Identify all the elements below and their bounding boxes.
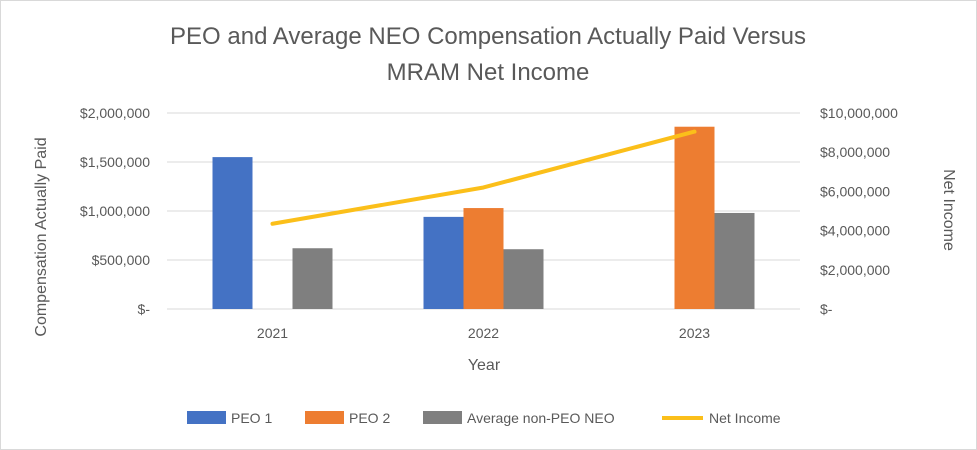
left-tick-label: $1,000,000 bbox=[80, 203, 150, 219]
bar-peo-1 bbox=[212, 157, 253, 309]
x-tick-label: 2023 bbox=[679, 325, 710, 341]
right-tick-label: $4,000,000 bbox=[820, 223, 890, 239]
bar-peo-2 bbox=[674, 126, 715, 309]
left-tick-label: $2,000,000 bbox=[80, 105, 150, 121]
right-tick-label: $2,000,000 bbox=[820, 262, 890, 278]
legend-label-peo2: PEO 2 bbox=[349, 410, 390, 426]
chart-title-line1: PEO and Average NEO Compensation Actuall… bbox=[170, 23, 806, 50]
net-income-line bbox=[270, 129, 697, 226]
bar-average-non-peo-neo bbox=[714, 212, 755, 309]
legend-label-peo1: PEO 1 bbox=[231, 410, 272, 426]
legend: PEO 1 PEO 2 Average non-PEO NEO Net Inco… bbox=[187, 410, 781, 426]
bar-peo-1 bbox=[423, 216, 464, 309]
bar-average-non-peo-neo bbox=[292, 248, 333, 309]
x-tick-label: 2021 bbox=[257, 325, 288, 341]
bar-peo-2 bbox=[463, 208, 504, 309]
right-tick-label: $6,000,000 bbox=[820, 183, 890, 199]
legend-swatch-peo1 bbox=[187, 411, 226, 424]
left-tick-label: $1,500,000 bbox=[80, 154, 150, 170]
x-axis-title: Year bbox=[468, 357, 501, 374]
y-axis-right-title: Net Income bbox=[940, 169, 957, 251]
legend-label-avg-neo: Average non-PEO NEO bbox=[467, 410, 615, 426]
right-axis-ticks: $- $2,000,000 $4,000,000 $6,000,000 $8,000,0… bbox=[820, 105, 898, 317]
legend-label-net-income: Net Income bbox=[709, 410, 781, 426]
left-tick-label: $- bbox=[138, 301, 151, 317]
x-axis-ticks: 2021 2022 2023 bbox=[257, 325, 710, 341]
bars-group bbox=[212, 126, 755, 309]
right-tick-label: $- bbox=[820, 301, 833, 317]
line-layer bbox=[270, 129, 697, 226]
left-tick-label: $500,000 bbox=[92, 252, 151, 268]
legend-swatch-peo2 bbox=[305, 411, 344, 424]
y-axis-left-title: Compensation Actually Paid bbox=[33, 137, 50, 336]
right-tick-label: $8,000,000 bbox=[820, 144, 890, 160]
x-tick-label: 2022 bbox=[468, 325, 499, 341]
legend-swatch-avg-neo bbox=[423, 411, 462, 424]
left-axis-ticks: $- $500,000 $1,000,000 $1,500,000 $2,000,000 bbox=[80, 105, 150, 317]
bar-average-non-peo-neo bbox=[503, 249, 544, 309]
right-tick-label: $10,000,000 bbox=[820, 105, 898, 121]
chart-title-line2: MRAM Net Income bbox=[387, 59, 590, 86]
